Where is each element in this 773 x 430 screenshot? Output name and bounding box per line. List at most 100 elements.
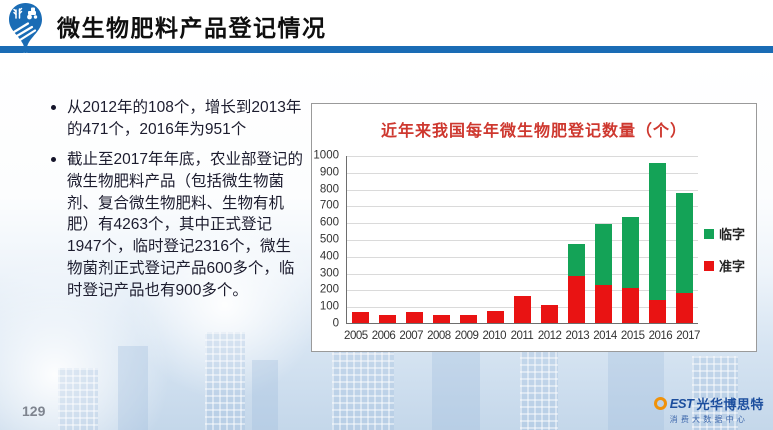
y-tick-label: 500 — [319, 233, 339, 246]
bar-segment-临字 — [676, 192, 693, 294]
bar-slot — [509, 156, 536, 323]
slide-header: 微生物肥料产品登记情况 — [0, 0, 773, 57]
gridline — [347, 156, 698, 157]
bar-slot — [428, 156, 455, 323]
bar-segment-准字 — [622, 287, 639, 323]
bar-segment-临字 — [649, 163, 666, 301]
bar-segment-准字 — [676, 293, 693, 323]
building-silhouette — [432, 344, 480, 430]
chart-panel: 近年来我国每年微生物肥登记数量（个） 0 100 200 300 400 500 600 70… — [311, 103, 757, 352]
stacked-bar-2009 — [460, 314, 477, 323]
y-tick-label: 300 — [319, 266, 339, 279]
y-tick-label: 600 — [319, 216, 339, 229]
bar-slot — [536, 156, 563, 323]
stacked-bar-2007 — [406, 312, 423, 323]
agriculture-pin-icon — [9, 3, 42, 57]
header-divider-bar — [0, 46, 773, 53]
y-tick-label: 100 — [319, 300, 339, 313]
legend-label: 临字 — [719, 227, 746, 242]
footer-company-name: 光华博思特 — [696, 397, 764, 412]
bar-slot — [347, 156, 374, 323]
x-tick-label: 2014 — [593, 330, 617, 342]
x-tick-label: 2011 — [510, 330, 534, 342]
x-tick-label: 2015 — [620, 330, 645, 342]
x-tick-label: 2016 — [648, 330, 673, 342]
y-tick-label: 400 — [319, 250, 339, 263]
bar-segment-临字 — [595, 223, 612, 285]
footer-company-subtitle: 消费大数据中心 — [669, 415, 749, 424]
y-tick-label: 200 — [319, 283, 339, 296]
page-number: 129 — [22, 403, 46, 419]
bar-slot — [644, 156, 671, 323]
bars-layer — [347, 156, 698, 323]
gridline — [347, 290, 698, 292]
chart-title: 近年来我国每年微生物肥登记数量（个） — [380, 123, 687, 140]
bar-segment-准字 — [379, 315, 396, 323]
x-axis-labels: 2005 2006 2007 2008 2009 2010 2011 2012 2013 2014… — [342, 330, 702, 342]
building-silhouette — [252, 360, 278, 430]
cityscape-background — [0, 290, 773, 430]
building-silhouette — [692, 356, 738, 430]
y-tick-label: 800 — [319, 182, 339, 195]
y-tick-label: 0 — [332, 317, 339, 330]
stacked-bar-2005 — [352, 312, 369, 323]
gridline — [347, 273, 698, 275]
bar-segment-临字 — [622, 217, 639, 288]
building-silhouette — [118, 346, 148, 430]
bullet-item: 从2012年的108个，增长到2013年的471个，2016年为951个 — [48, 97, 304, 140]
footer-logo: EST 光华博思特 消费大数据中心 — [653, 394, 764, 425]
bullet-list: 从2012年的108个，增长到2013年的471个，2016年为951个 截止至… — [48, 97, 304, 310]
bar-slot — [374, 156, 401, 323]
stacked-bar-2016 — [649, 163, 666, 323]
x-tick-label: 2013 — [565, 330, 590, 342]
bar-segment-准字 — [433, 314, 450, 323]
gridline — [347, 240, 698, 241]
bar-slot — [401, 156, 428, 323]
legend-entry-准字: 准字 — [704, 256, 745, 275]
bar-segment-准字 — [460, 314, 477, 323]
x-tick-label: 2007 — [399, 330, 424, 342]
y-tick-label: 1000 — [313, 149, 339, 162]
x-tick-label: 2005 — [344, 330, 368, 342]
stacked-bar-2015 — [622, 217, 639, 323]
legend-swatch-icon — [704, 260, 714, 271]
footer-logo-wordmark: EST — [669, 396, 694, 411]
slide-body: 从2012年的108个，增长到2013年的471个，2016年为951个 截止至… — [0, 53, 773, 430]
bar-slot — [590, 156, 617, 323]
y-tick-label: 900 — [319, 166, 339, 179]
best-b-icon — [653, 397, 667, 410]
stacked-bar-2013 — [568, 243, 585, 323]
y-tick-label: 700 — [319, 199, 339, 212]
bar-segment-临字 — [568, 243, 585, 277]
bar-segment-准字 — [568, 276, 585, 323]
bar-slot — [671, 156, 698, 323]
bar-slot — [455, 156, 482, 323]
bullet-item: 截止至2017年年底，农业部登记的微生物肥料产品（包括微生物菌剂、复合微生物肥料… — [48, 149, 304, 301]
gridline — [347, 172, 698, 174]
bar-segment-准字 — [352, 312, 369, 323]
footer-logo-row: EST 光华博思特 — [653, 394, 764, 413]
stacked-bar-2012 — [541, 304, 558, 323]
chart-legend: 临字 准字 — [704, 224, 745, 288]
building-silhouette — [205, 332, 245, 430]
bar-slot — [563, 156, 590, 323]
x-tick-label: 2012 — [537, 330, 562, 342]
x-tick-label: 2009 — [454, 330, 479, 342]
legend-entry-临字: 临字 — [704, 224, 745, 243]
gridline — [347, 223, 698, 225]
bar-slot — [617, 156, 644, 323]
legend-label: 准字 — [719, 259, 746, 274]
bar-segment-准字 — [406, 312, 423, 323]
gridline — [347, 189, 698, 191]
gridline — [347, 206, 698, 208]
stacked-bar-2010 — [487, 311, 504, 323]
page-title: 微生物肥料产品登记情况 — [57, 15, 327, 41]
x-tick-label: 2006 — [371, 330, 396, 342]
stacked-bar-2008 — [433, 314, 450, 323]
stacked-bar-2006 — [379, 315, 396, 323]
x-tick-label: 2008 — [427, 330, 451, 342]
stacked-bar-2017 — [676, 192, 693, 323]
building-silhouette — [58, 368, 98, 430]
gridline — [347, 256, 698, 258]
